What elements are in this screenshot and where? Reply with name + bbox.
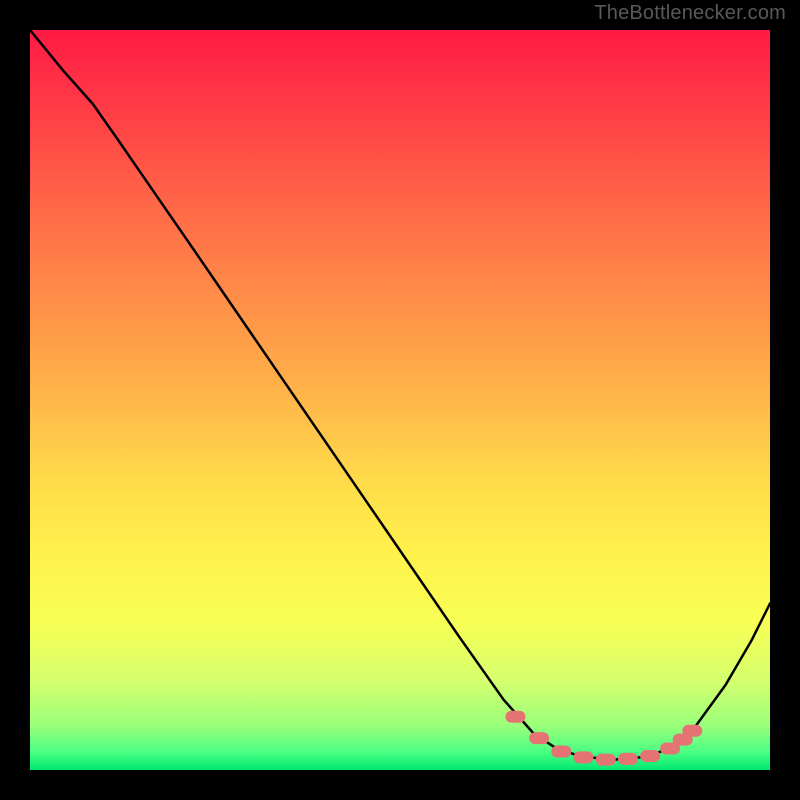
marker-point <box>618 753 638 765</box>
marker-point <box>529 732 549 744</box>
chart-container: TheBottlenecker.com <box>0 0 800 800</box>
marker-point <box>596 754 616 766</box>
gradient-background <box>30 30 770 770</box>
chart-svg <box>30 30 770 770</box>
marker-point <box>505 711 525 723</box>
plot-area <box>30 30 770 770</box>
watermark-text: TheBottlenecker.com <box>594 2 786 25</box>
marker-point <box>551 746 571 758</box>
marker-point <box>574 751 594 763</box>
marker-point <box>682 725 702 737</box>
marker-point <box>640 750 660 762</box>
